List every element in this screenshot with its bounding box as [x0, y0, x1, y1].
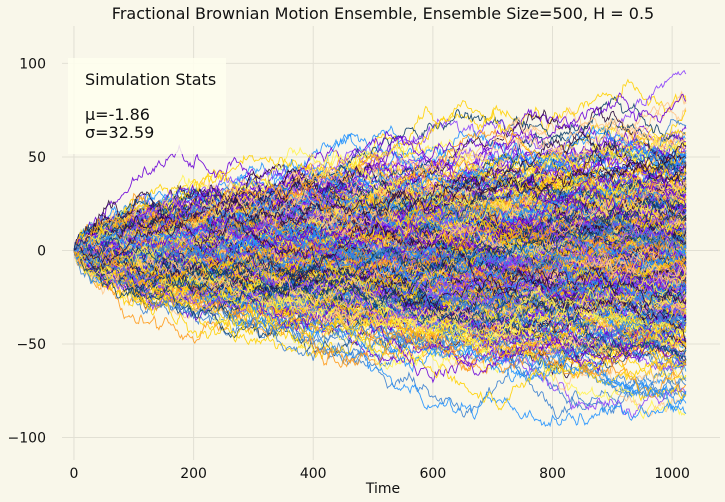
- y-tick-label: 100: [19, 56, 46, 72]
- ensemble-path: [73, 245, 687, 419]
- y-tick-label: −100: [8, 431, 46, 447]
- x-tick-label: 600: [420, 466, 447, 482]
- ensemble-path: [73, 224, 687, 284]
- ensemble-path: [73, 224, 687, 303]
- stats-mean: μ=-1.86: [85, 105, 150, 124]
- ensemble-path: [73, 191, 687, 272]
- ensemble-path: [73, 204, 687, 283]
- ensemble-path: [73, 78, 687, 251]
- stats-std: σ=32.59: [85, 123, 154, 142]
- series-layer: [73, 69, 687, 428]
- y-tick-label: 0: [37, 243, 46, 259]
- ensemble-path: [73, 213, 687, 285]
- ensemble-path: [73, 142, 687, 257]
- stats-box: Simulation Stats μ=-1.86 σ=32.59: [68, 58, 226, 154]
- ensemble-path: [73, 246, 687, 384]
- x-tick-label: 800: [539, 466, 566, 482]
- ensemble-path: [73, 228, 687, 324]
- x-tick-label: 200: [180, 466, 207, 482]
- stats-box-background: [68, 58, 226, 154]
- x-tick-label: 1000: [654, 466, 690, 482]
- ensemble-path: [73, 130, 687, 251]
- ensemble-path: [73, 225, 687, 299]
- chart-title: Fractional Brownian Motion Ensemble, Ens…: [112, 4, 654, 23]
- ensemble-path: [73, 250, 687, 411]
- x-tick-label: 0: [70, 466, 79, 482]
- ensemble-path: [73, 207, 687, 283]
- ensemble-path: [73, 124, 686, 251]
- ensemble-path: [73, 233, 687, 306]
- ensemble-path: [73, 235, 687, 311]
- ensemble-path: [73, 214, 687, 300]
- y-tick-label: −50: [16, 337, 46, 353]
- x-tick-label: 400: [300, 466, 327, 482]
- ensemble-path: [73, 142, 687, 268]
- ensemble-path: [73, 244, 687, 344]
- y-tick-label: 50: [28, 150, 46, 166]
- ensemble-path: [73, 181, 687, 263]
- ensemble-path: [73, 175, 687, 289]
- x-axis-label: Time: [365, 481, 400, 497]
- ensemble-path: [73, 212, 687, 308]
- stats-heading: Simulation Stats: [85, 70, 216, 89]
- ensemble-path: [73, 209, 687, 291]
- ensemble-path: [73, 197, 687, 324]
- ensemble-path: [73, 177, 687, 258]
- ensemble-path: [73, 164, 687, 278]
- tick-labels: 0 200 400 600 800 1000 −100 −50 0 50 100: [8, 56, 690, 482]
- ensemble-path: [73, 157, 687, 261]
- ensemble-path: [73, 160, 687, 251]
